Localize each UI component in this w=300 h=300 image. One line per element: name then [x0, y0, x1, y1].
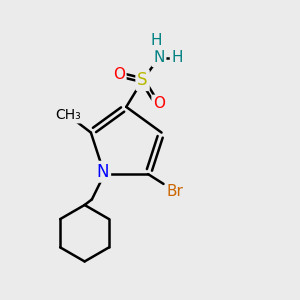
Text: O: O [113, 67, 125, 82]
Text: O: O [153, 96, 165, 111]
Text: N: N [153, 50, 165, 65]
Text: S: S [137, 71, 148, 89]
Text: H: H [150, 33, 162, 48]
Text: CH₃: CH₃ [55, 108, 81, 122]
Text: Br: Br [167, 184, 184, 199]
Text: N: N [97, 163, 109, 181]
Text: H: H [172, 50, 183, 65]
